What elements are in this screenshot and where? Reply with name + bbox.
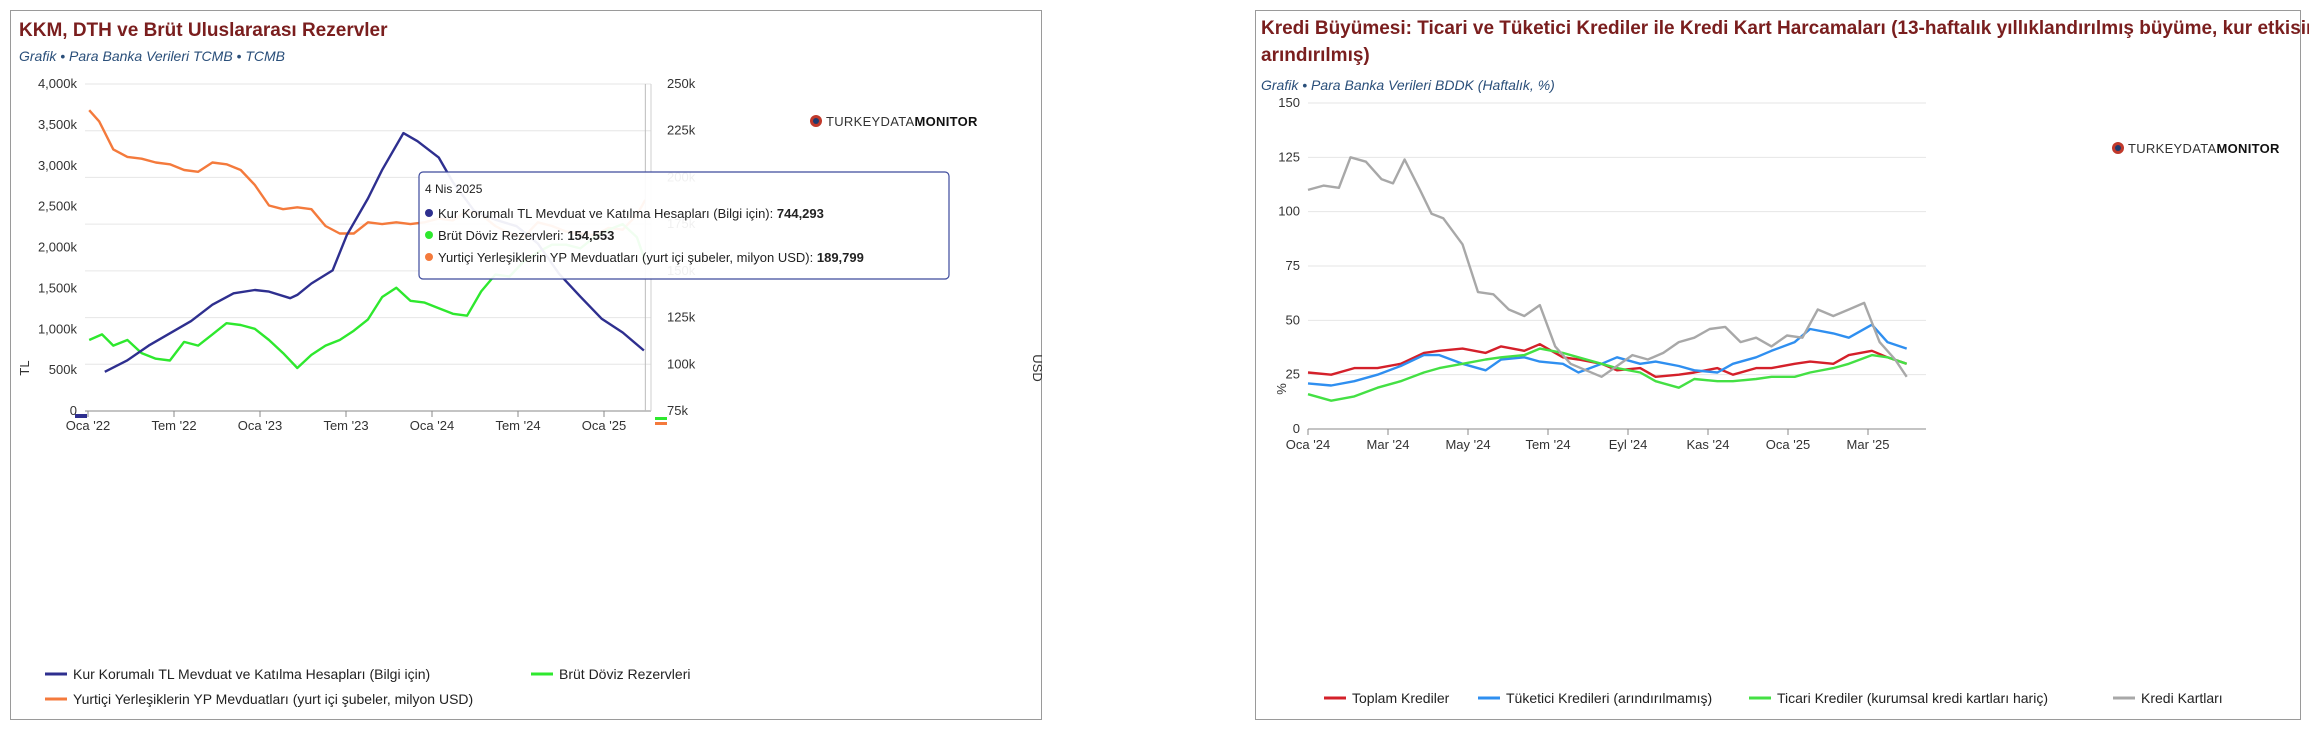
chart-subtitle: Grafik • Para Banka Verileri TCMB • TCMB bbox=[19, 48, 286, 64]
chart-title-line: Kredi Büyümesi: Ticari ve Tüketici Kredi… bbox=[1261, 18, 2309, 39]
logo-text: TURKEYDATAMONITOR bbox=[826, 114, 978, 129]
tooltip-date: 4 Nis 2025 bbox=[425, 182, 483, 196]
logo: TURKEYDATAMONITOR bbox=[810, 114, 978, 129]
y-left-tick-label: 500k bbox=[49, 362, 78, 377]
navigator-mark bbox=[655, 422, 667, 425]
x-tick-label: Oca '23 bbox=[238, 418, 282, 433]
series-lines bbox=[1307, 156, 1908, 402]
series-line[interactable] bbox=[1307, 156, 1908, 378]
x-tick-label: Oca '24 bbox=[410, 418, 454, 433]
y-right-tick-label: 250k bbox=[667, 76, 696, 91]
navigator-mark bbox=[655, 417, 667, 420]
x-tick-label: Mar '24 bbox=[1367, 437, 1410, 452]
legend-item[interactable]: Brüt Döviz Rezervleri bbox=[559, 666, 690, 682]
y-tick-label: 125 bbox=[1278, 149, 1300, 164]
chart-title-line: arındırılmış) bbox=[1261, 45, 1370, 66]
chart-title: Kredi Büyümesi: Ticari ve Tüketici Kredi… bbox=[1261, 15, 2309, 69]
tooltip-bullet bbox=[425, 209, 433, 217]
y-left-tick-label: 3,000k bbox=[38, 158, 78, 173]
chart-title: KKM, DTH ve Brüt Uluslararası Rezervler bbox=[19, 20, 388, 41]
logo-icon-inner bbox=[813, 118, 819, 124]
y-right-tick-label: 75k bbox=[667, 403, 688, 418]
axis-ticks: 0 25 50 75 100 125 150 Oca '24 Mar '24 May '24 Tem… bbox=[1278, 95, 1889, 452]
x-tick-label: Eyl '24 bbox=[1609, 437, 1648, 452]
y-left-tick-label: 0 bbox=[70, 403, 77, 418]
x-tick-label: Oca '25 bbox=[582, 418, 626, 433]
y-left-tick-label: 3,500k bbox=[38, 117, 78, 132]
y-right-tick-label: 100k bbox=[667, 356, 696, 371]
y-axis-label-left: TL bbox=[17, 360, 32, 375]
chart-svg-kredi: 0 25 50 75 100 125 150 Oca '24 Mar '24 May '24 Tem… bbox=[1274, 95, 2280, 706]
legend[interactable]: Toplam Krediler Tüketici Kredileri (arın… bbox=[1324, 690, 2223, 706]
x-tick-label: Mar '25 bbox=[1847, 437, 1890, 452]
legend-item[interactable]: Kredi Kartları bbox=[2141, 690, 2223, 706]
x-tick-label: Tem '22 bbox=[151, 418, 196, 433]
tooltip-box bbox=[418, 171, 950, 280]
y-tick-label: 25 bbox=[1286, 367, 1300, 382]
logo-text: TURKEYDATAMONITOR bbox=[2128, 141, 2280, 156]
y-tick-label: 150 bbox=[1278, 95, 1300, 110]
legend-item[interactable]: Kur Korumalı TL Mevduat ve Katılma Hesap… bbox=[73, 666, 430, 682]
y-left-tick-label: 1,000k bbox=[38, 321, 78, 336]
y-left-tick-label: 2,500k bbox=[38, 199, 78, 214]
grid bbox=[1308, 102, 1926, 430]
legend-item[interactable]: Yurtiçi Yerleşiklerin YP Mevduatları (yu… bbox=[73, 691, 473, 707]
x-tick-label: Kas '24 bbox=[1687, 437, 1730, 452]
logo-icon-inner bbox=[2115, 145, 2121, 151]
chart-panel-kkm: KKM, DTH ve Brüt Uluslararası Rezervler … bbox=[10, 10, 1045, 720]
legend[interactable]: Kur Korumalı TL Mevduat ve Katılma Hesap… bbox=[45, 666, 690, 707]
y-left-tick-label: 1,500k bbox=[38, 280, 78, 295]
y-left-tick-label: 2,000k bbox=[38, 240, 78, 255]
series-line[interactable] bbox=[1307, 347, 1908, 402]
chart-subtitle: Grafik • Para Banka Verileri BDDK (Hafta… bbox=[1261, 77, 1555, 93]
x-tick-label: Oca '22 bbox=[66, 418, 110, 433]
tooltip-row: Brüt Döviz Rezervleri: 154,553 bbox=[438, 228, 614, 243]
x-tick-label: Tem '24 bbox=[495, 418, 540, 433]
legend-item[interactable]: Tüketici Kredileri (arındırılmamış) bbox=[1506, 690, 1712, 706]
tooltip-bullet bbox=[425, 231, 433, 239]
series-line[interactable] bbox=[1307, 343, 1908, 378]
legend-item[interactable]: Ticari Krediler (kurumsal kredi kartları… bbox=[1777, 690, 2048, 706]
y-axis-label-right: USD bbox=[1030, 354, 1045, 381]
series-line[interactable] bbox=[1307, 323, 1908, 387]
tooltip-bullet bbox=[425, 253, 433, 261]
y-tick-label: 75 bbox=[1286, 258, 1300, 273]
y-tick-label: 100 bbox=[1278, 204, 1300, 219]
x-tick-label: Tem '24 bbox=[1525, 437, 1570, 452]
y-left-tick-label: 4,000k bbox=[38, 76, 78, 91]
y-tick-label: 0 bbox=[1293, 421, 1300, 436]
y-right-tick-label: 225k bbox=[667, 123, 696, 138]
x-tick-label: Oca '24 bbox=[1286, 437, 1330, 452]
y-axis-label: % bbox=[1274, 383, 1289, 395]
chart-svg-kkm: 75k100k125k150k175k200k225k250k0500k1,00… bbox=[17, 76, 1045, 707]
y-right-tick-label: 125k bbox=[667, 310, 696, 325]
x-tick-label: Oca '25 bbox=[1766, 437, 1810, 452]
x-tick-label: Tem '23 bbox=[323, 418, 368, 433]
chart-panel-kredi: Kredi Büyümesi: Ticari ve Tüketici Kredi… bbox=[1255, 10, 2309, 720]
x-tick-label: May '24 bbox=[1445, 437, 1490, 452]
tooltip-row: Kur Korumalı TL Mevduat ve Katılma Hesap… bbox=[438, 206, 824, 221]
tooltip-row: Yurtiçi Yerleşiklerin YP Mevduatları (yu… bbox=[438, 250, 864, 265]
logo: TURKEYDATAMONITOR bbox=[2112, 141, 2280, 156]
y-tick-label: 50 bbox=[1286, 312, 1300, 327]
legend-item[interactable]: Toplam Krediler bbox=[1352, 690, 1450, 706]
tooltip: 4 Nis 2025 Kur Korumalı TL Mevduat ve Ka… bbox=[418, 171, 950, 280]
navigator-mark bbox=[75, 414, 87, 418]
